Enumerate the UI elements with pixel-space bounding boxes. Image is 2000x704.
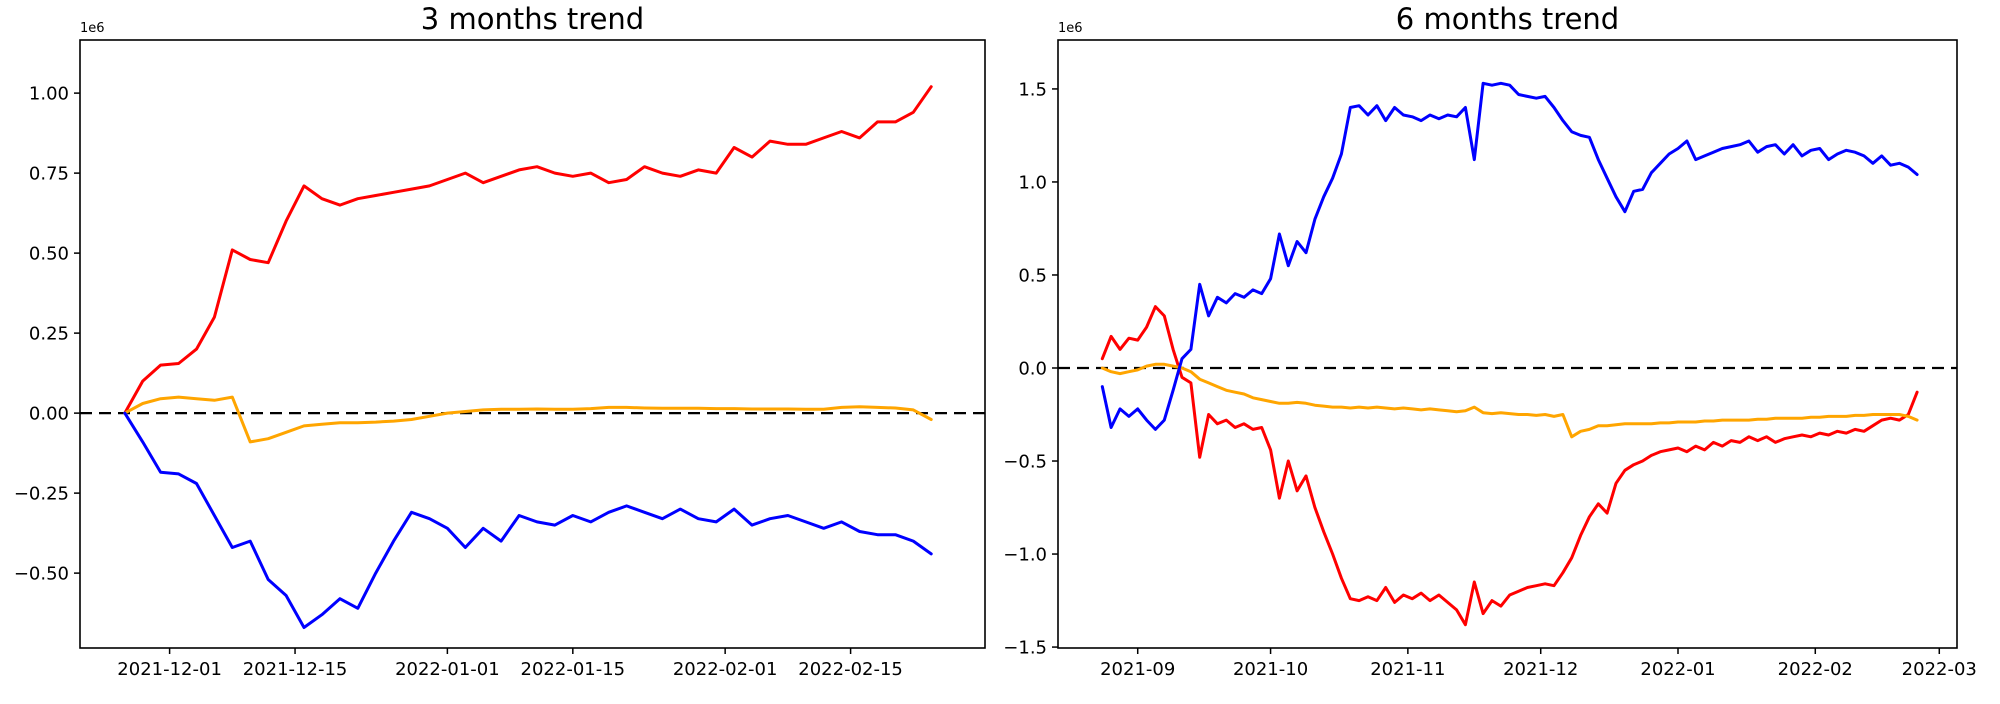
x-tick-label: 2021-11 bbox=[1370, 659, 1445, 680]
series-line-blue bbox=[123, 411, 933, 629]
series-line-blue bbox=[1100, 81, 1919, 431]
series-line-red bbox=[123, 85, 933, 415]
chart-title-3-months: 3 months trend bbox=[420, 2, 645, 36]
y-tick-label: −1.5 bbox=[1003, 638, 1047, 659]
x-tick-label: 2021-10 bbox=[1233, 659, 1308, 680]
plot-box bbox=[79, 39, 986, 649]
x-tick-label: 2022-02-15 bbox=[798, 659, 903, 680]
y-tick-label: −1.0 bbox=[1003, 545, 1047, 566]
y-tick-label: 1.5 bbox=[1018, 79, 1047, 100]
y-tick-label: −0.50 bbox=[14, 564, 69, 585]
y-tick-label: 0.25 bbox=[29, 324, 69, 345]
y-tick-label: −0.5 bbox=[1003, 452, 1047, 473]
chart-title-6-months: 6 months trend bbox=[1395, 2, 1620, 36]
y-tick-label: 0.00 bbox=[29, 404, 69, 425]
x-tick-label: 2022-01-15 bbox=[521, 659, 626, 680]
y-axis-offset-label-left: 1e6 bbox=[80, 21, 105, 36]
series-line-orange bbox=[123, 395, 933, 444]
y-axis-offset-label-right: 1e6 bbox=[1058, 21, 1083, 36]
x-tick-label: 2022-03 bbox=[1902, 659, 1977, 680]
y-tick-label: 0.75 bbox=[29, 164, 69, 185]
y-tick-label: −0.25 bbox=[14, 484, 69, 505]
y-tick-label: 0.50 bbox=[29, 244, 69, 265]
x-tick-label: 2022-01-01 bbox=[395, 659, 500, 680]
y-tick-label: 0.0 bbox=[1018, 359, 1047, 380]
plot-box bbox=[1057, 39, 1958, 649]
x-tick-label: 2021-12-01 bbox=[117, 659, 222, 680]
x-tick-label: 2021-12 bbox=[1503, 659, 1578, 680]
y-tick-label: 1.00 bbox=[29, 84, 69, 105]
x-tick-label: 2022-02-01 bbox=[673, 659, 778, 680]
x-tick-label: 2022-01 bbox=[1640, 659, 1715, 680]
series-line-red bbox=[1100, 305, 1919, 627]
x-tick-label: 2022-02 bbox=[1778, 659, 1853, 680]
x-tick-label: 2021-09 bbox=[1100, 659, 1175, 680]
series-line-orange bbox=[1100, 362, 1919, 439]
y-tick-label: 1.0 bbox=[1018, 172, 1047, 193]
y-tick-label: 0.5 bbox=[1018, 265, 1047, 286]
x-tick-label: 2021-12-15 bbox=[243, 659, 348, 680]
